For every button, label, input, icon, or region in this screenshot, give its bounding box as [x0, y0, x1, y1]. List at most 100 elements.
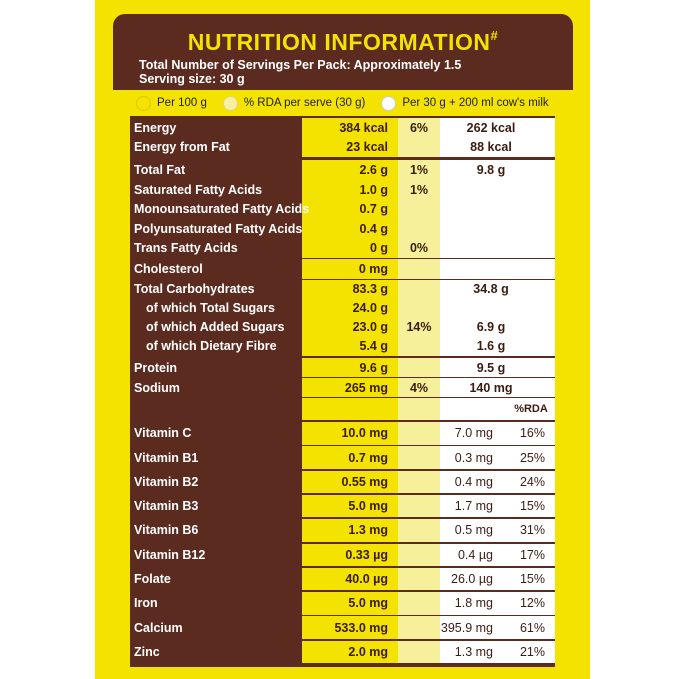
with-milk: 7.0 mg [454, 426, 493, 441]
cell-bg [398, 118, 440, 137]
cell-bg [440, 259, 555, 279]
per-100g: 0.7 g [359, 202, 389, 216]
row-label: of which Added Sugars [146, 319, 285, 334]
row-label: Iron [134, 596, 158, 611]
row-label: Sodium [134, 380, 180, 395]
cell-bg [130, 160, 302, 180]
per-100g: 1.3 mg [348, 523, 388, 538]
cell-bg [302, 259, 398, 279]
table-row: of which Added Sugars 23.0 g 14% 6.9 g [130, 317, 555, 336]
cell-bg [302, 219, 398, 238]
per-100g: 2.0 mg [348, 644, 388, 659]
table-row: Saturated Fatty Acids 1.0 g 1% [130, 180, 555, 199]
with-milk: 1.8 mg [454, 596, 493, 611]
cell-bg [398, 494, 440, 518]
cell-bg [302, 317, 398, 336]
cell-bg [302, 160, 398, 180]
cell-bg [302, 592, 398, 615]
with-milk-rda: 16% [519, 426, 545, 441]
title-mark: # [490, 28, 499, 43]
cell-bg [398, 470, 440, 494]
table-row: Iron 5.0 mg 1.8 mg 12% [130, 592, 555, 615]
with-milk: 0.4 mg [454, 474, 493, 489]
cell-bg [130, 640, 302, 664]
cell-bg [398, 519, 440, 542]
row-label: Trans Fatty Acids [134, 241, 238, 255]
cell-bg [440, 317, 555, 336]
per-100g: 0 g [369, 241, 388, 255]
cell-bg [440, 298, 555, 317]
cell-bg [302, 567, 398, 591]
cell-bg [130, 446, 302, 469]
table-row: Monounsaturated Fatty Acids 0.7 g [130, 199, 555, 219]
row-label: Vitamin B6 [134, 523, 199, 538]
serving-size-line: Serving size: 30 g [139, 72, 245, 86]
table-row: %RDA [130, 398, 555, 420]
cell-bg [398, 280, 440, 298]
with-milk: 0.4 µg [457, 547, 493, 562]
legend-dot [381, 95, 397, 111]
with-milk: 1.3 mg [454, 644, 493, 659]
cell-bg [130, 358, 302, 377]
title-bar: NUTRITION INFORMATION# [113, 14, 573, 56]
cell-bg [130, 199, 302, 219]
row-label: Saturated Fatty Acids [134, 182, 263, 197]
cell-bg [398, 640, 440, 664]
with-milk-rda: 25% [519, 450, 545, 465]
legend-item: Per 100 g [136, 95, 207, 111]
legend-text: Per 100 g [157, 97, 207, 109]
per-100g: 40.0 µg [345, 572, 388, 587]
legend-dot [136, 95, 151, 111]
legend-item: % RDA per serve (30 g) [222, 95, 365, 111]
cell-bg [440, 422, 555, 445]
cell-bg [130, 519, 302, 542]
cell-bg [130, 317, 302, 336]
legend-text: Per 30 g + 200 ml cow's milk [402, 97, 549, 109]
cell-bg [398, 616, 440, 639]
rda-per-serve: 6% [409, 120, 429, 135]
cell-bg [130, 137, 302, 157]
row-label: Vitamin C [134, 426, 192, 441]
with-milk: 0.5 mg [454, 523, 493, 538]
row-label: Total Fat [134, 163, 186, 177]
table-row: Calcium 533.0 mg 395.9 mg 61% [130, 616, 555, 639]
per-100g: 5.0 mg [348, 499, 388, 514]
per-100g: 5.4 g [359, 339, 389, 353]
row-label: Vitamin B1 [134, 450, 199, 465]
with-milk: 9.8 g [476, 163, 506, 177]
with-milk-rda: 31% [519, 523, 545, 538]
cell-bg [302, 616, 398, 639]
cell-bg [130, 259, 302, 279]
cell-bg [302, 199, 398, 219]
table-row: Vitamin B1 0.7 mg 0.3 mg 25% [130, 446, 555, 469]
with-milk: 140 mg [469, 380, 513, 395]
per-100g: 0.33 µg [345, 547, 388, 562]
with-milk-rda: %RDA [514, 403, 548, 415]
title: NUTRITION INFORMATION [187, 29, 491, 55]
cell-bg [398, 298, 440, 317]
table-row: Sodium 265 mg 4% 140 mg [130, 378, 555, 397]
cell-bg [440, 446, 555, 469]
cell-bg [440, 567, 555, 591]
nutrition-table: Energy 384 kcal 6% 262 kcal Energy from Fat 2… [130, 116, 555, 667]
rda-per-serve: 0% [409, 241, 429, 255]
cell-bg [440, 470, 555, 494]
with-milk-rda: 15% [519, 499, 545, 514]
per-100g: 23.0 g [352, 319, 388, 334]
cell-bg [398, 446, 440, 469]
table-row: Vitamin B3 5.0 mg 1.7 mg 15% [130, 494, 555, 518]
cell-bg [130, 470, 302, 494]
cell-bg [398, 219, 440, 238]
cell-bg [302, 446, 398, 469]
with-milk: 395.9 mg [440, 620, 493, 635]
cell-bg [302, 118, 398, 137]
cell-bg [398, 378, 440, 397]
cell-bg [130, 118, 302, 137]
cell-bg [302, 519, 398, 542]
per-100g: 533.0 mg [334, 620, 388, 635]
table-row: Total Fat 2.6 g 1% 9.8 g [130, 160, 555, 180]
table-row: Protein 9.6 g 9.5 g [130, 358, 555, 377]
cell-bg [440, 238, 555, 258]
cell-bg [302, 640, 398, 664]
with-milk: 34.8 g [473, 282, 509, 296]
